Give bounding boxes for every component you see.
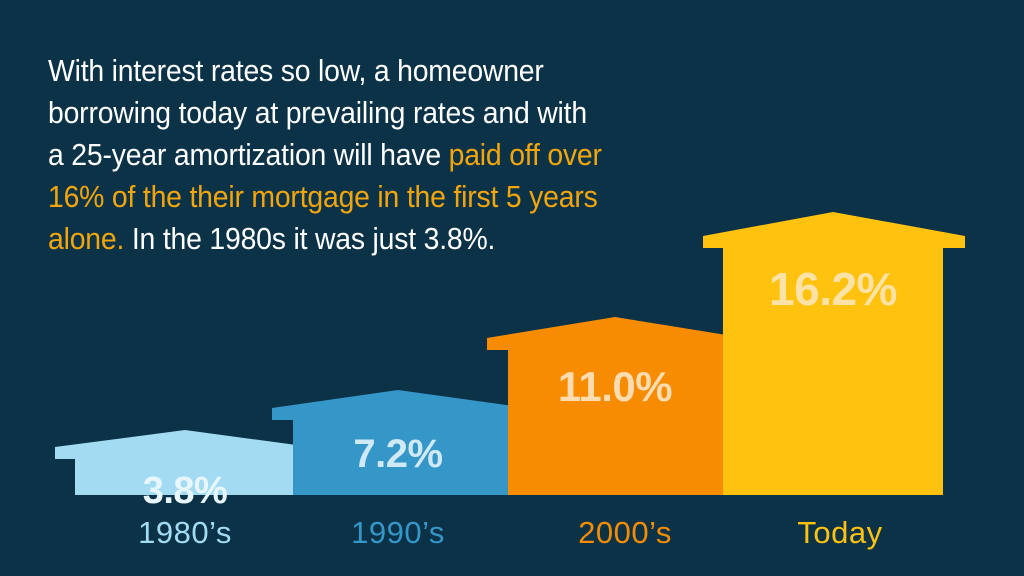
headline-segment-lead: With interest rates so low, a homeowner … xyxy=(48,54,587,172)
value-label-1990s: 7.2% xyxy=(353,432,443,476)
category-label-1990s: 1990’s xyxy=(351,515,445,550)
value-label-today: 16.2% xyxy=(769,263,897,315)
category-label-1980s: 1980’s xyxy=(138,515,232,550)
house-2000s xyxy=(487,317,745,495)
value-label-2000s: 11.0% xyxy=(557,363,673,410)
house-today xyxy=(703,212,965,495)
category-label-2000s: 2000’s xyxy=(578,515,672,550)
headline-text: With interest rates so low, a homeowner … xyxy=(48,50,606,260)
value-label-1980s: 3.8% xyxy=(142,470,228,512)
headline-segment-highlight: paid off over 16% of the their mortgage … xyxy=(48,138,602,256)
headline-segment-tail: In the 1980s it was just 3.8%. xyxy=(124,222,496,256)
house-1990s xyxy=(272,390,528,495)
category-label-today: Today xyxy=(797,515,883,550)
house-1980s xyxy=(55,430,311,495)
